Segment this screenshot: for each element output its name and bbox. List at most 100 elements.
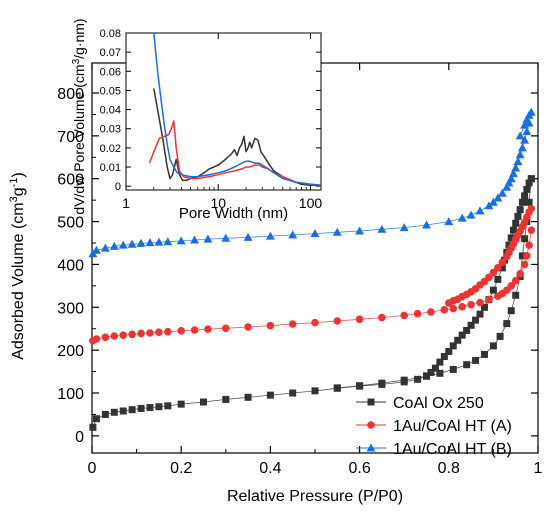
adsorption-point <box>458 303 466 311</box>
desorption-point <box>458 331 466 339</box>
adsorption-point <box>521 235 529 243</box>
y-axis-label: Adsorbed Volume (cm3g-1) <box>8 172 27 360</box>
adsorption-point <box>515 150 525 159</box>
adsorption-point <box>476 298 484 307</box>
x-tick-label: 0.2 <box>170 460 192 477</box>
inset-y-tick-label: 0.05 <box>100 85 121 97</box>
adsorption-point <box>457 213 467 222</box>
desorption-point <box>454 336 462 344</box>
adsorption-point <box>244 323 252 331</box>
legend-label: CoAl Ox 250 <box>393 395 484 412</box>
x-tick-label: 0.4 <box>259 460 281 477</box>
adsorption-point <box>118 240 128 249</box>
desorption-point <box>333 384 341 392</box>
adsorption-point <box>513 157 523 166</box>
adsorption-point <box>332 227 342 236</box>
adsorption-point <box>127 239 137 248</box>
adsorption-point <box>190 326 199 334</box>
legend-marker <box>366 443 376 452</box>
adsorption-point <box>101 333 110 342</box>
y-axis-label-sup: -1 <box>8 178 20 188</box>
adsorption-point <box>204 325 212 333</box>
desorption-point <box>431 364 439 372</box>
adsorption-point <box>502 182 512 191</box>
adsorption-point <box>177 327 185 335</box>
adsorption-point <box>489 342 497 350</box>
desorption-point <box>378 380 386 388</box>
y-tick-label: 0 <box>75 429 84 446</box>
series-2 <box>89 204 536 345</box>
adsorption-point <box>89 423 97 431</box>
adsorption-point <box>177 400 185 408</box>
adsorption-point <box>506 174 516 183</box>
adsorption-point <box>146 329 154 337</box>
desorption-point <box>525 179 533 187</box>
desorption-point <box>449 342 457 350</box>
adsorption-point <box>413 309 422 318</box>
adsorption-point <box>155 403 163 411</box>
adsorption-point <box>137 404 145 412</box>
adsorption-point <box>176 236 186 245</box>
adsorption-point <box>444 217 454 226</box>
adsorption-point <box>497 188 507 197</box>
desorption-point <box>423 372 430 380</box>
desorption-point <box>509 226 517 234</box>
inset-y-tick-label: 0.04 <box>100 105 121 117</box>
inset-y-axis-label-sup: 3 <box>71 58 82 64</box>
desorption-point <box>480 303 488 311</box>
desorption-point <box>502 252 511 261</box>
adsorption-point <box>311 318 319 327</box>
adsorption-point <box>493 193 503 202</box>
adsorption-point <box>145 238 155 247</box>
desorption-point <box>523 185 531 193</box>
x-tick-label: 0 <box>88 460 97 477</box>
inset-y-tick-label: 0.03 <box>100 124 121 136</box>
desorption-point <box>356 382 364 390</box>
desorption-point <box>515 131 525 140</box>
adsorption-point <box>507 307 515 315</box>
adsorption-point <box>110 332 119 340</box>
desorption-point <box>400 378 408 386</box>
desorption-point <box>427 368 435 376</box>
adsorption-point <box>288 320 297 328</box>
desorption-point <box>463 326 471 334</box>
desorption-point <box>414 375 422 383</box>
adsorption-point <box>523 252 531 260</box>
adsorption-point <box>146 404 154 412</box>
adsorption-point <box>508 169 518 178</box>
adsorption-point <box>244 393 252 401</box>
adsorption-point <box>333 317 342 325</box>
adsorption-point <box>520 135 530 144</box>
adsorption-point <box>466 210 476 219</box>
desorption-point <box>472 316 480 324</box>
inset-series-line-3 <box>153 32 322 186</box>
desorption-point <box>498 264 506 272</box>
adsorption-point <box>355 226 365 235</box>
inset-y-tick-label: 0 <box>115 181 121 193</box>
adsorption-point <box>488 197 498 206</box>
adsorption-point <box>222 324 230 333</box>
inset-series-line-1 <box>153 88 322 187</box>
desorption-point <box>494 264 502 272</box>
adsorption-point <box>427 308 435 316</box>
adsorption-point <box>467 300 475 309</box>
y-tick-label: 500 <box>57 215 84 232</box>
adsorption-point <box>288 230 298 239</box>
desorption-point <box>445 347 453 355</box>
desorption-point <box>507 234 515 242</box>
adsorption-point <box>512 291 520 299</box>
adsorption-point <box>222 395 230 403</box>
desorption-point <box>516 206 524 214</box>
adsorption-point <box>200 398 207 406</box>
adsorption-point <box>440 306 449 314</box>
desorption-point <box>520 120 530 129</box>
y-tick-label: 800 <box>57 86 84 103</box>
adsorption-point <box>92 415 100 423</box>
adsorption-point <box>310 229 320 238</box>
adsorption-point <box>511 163 521 172</box>
inset-x-tick-label: 100 <box>299 195 323 211</box>
adsorption-point <box>475 206 485 215</box>
adsorption-point <box>109 241 119 250</box>
